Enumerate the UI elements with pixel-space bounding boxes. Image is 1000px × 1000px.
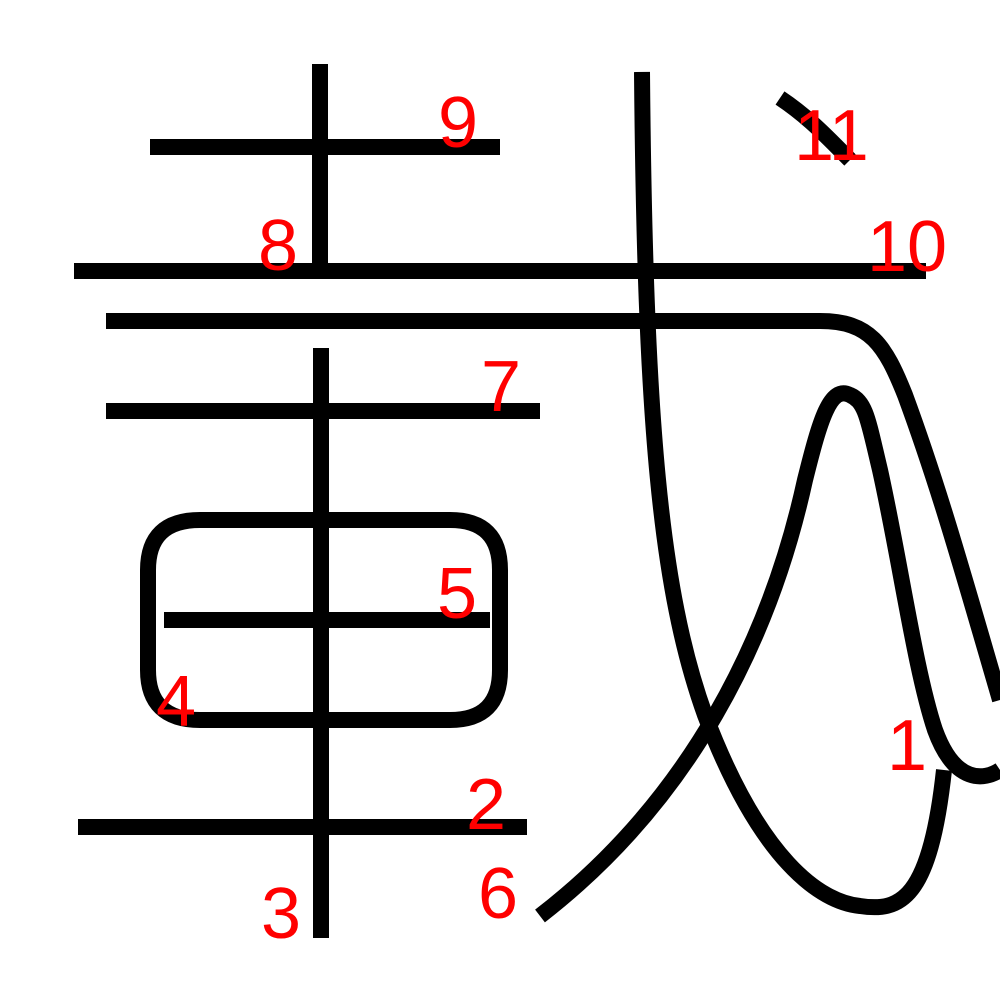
stroke-label-9: 9 <box>438 83 478 163</box>
stroke-label-6: 6 <box>478 854 518 934</box>
stroke-label-4: 4 <box>156 662 196 742</box>
stroke-label-3: 3 <box>261 874 301 954</box>
stroke-label-5: 5 <box>437 554 477 634</box>
stroke-1-hook-right <box>634 71 952 916</box>
stroke-label-1: 1 <box>887 706 927 786</box>
stroke-label-8: 8 <box>258 206 298 286</box>
stroke-11-dot <box>775 91 856 166</box>
stroke-label-11: 11 <box>794 96 869 176</box>
stroke-6-sweep <box>535 385 1000 923</box>
stroke-label-2: 2 <box>466 765 506 845</box>
stroke-label-10: 10 <box>867 207 947 287</box>
stroke-8-long-hook <box>106 313 1000 703</box>
stroke-4-box <box>140 512 508 728</box>
stroke-label-7: 7 <box>481 347 521 427</box>
